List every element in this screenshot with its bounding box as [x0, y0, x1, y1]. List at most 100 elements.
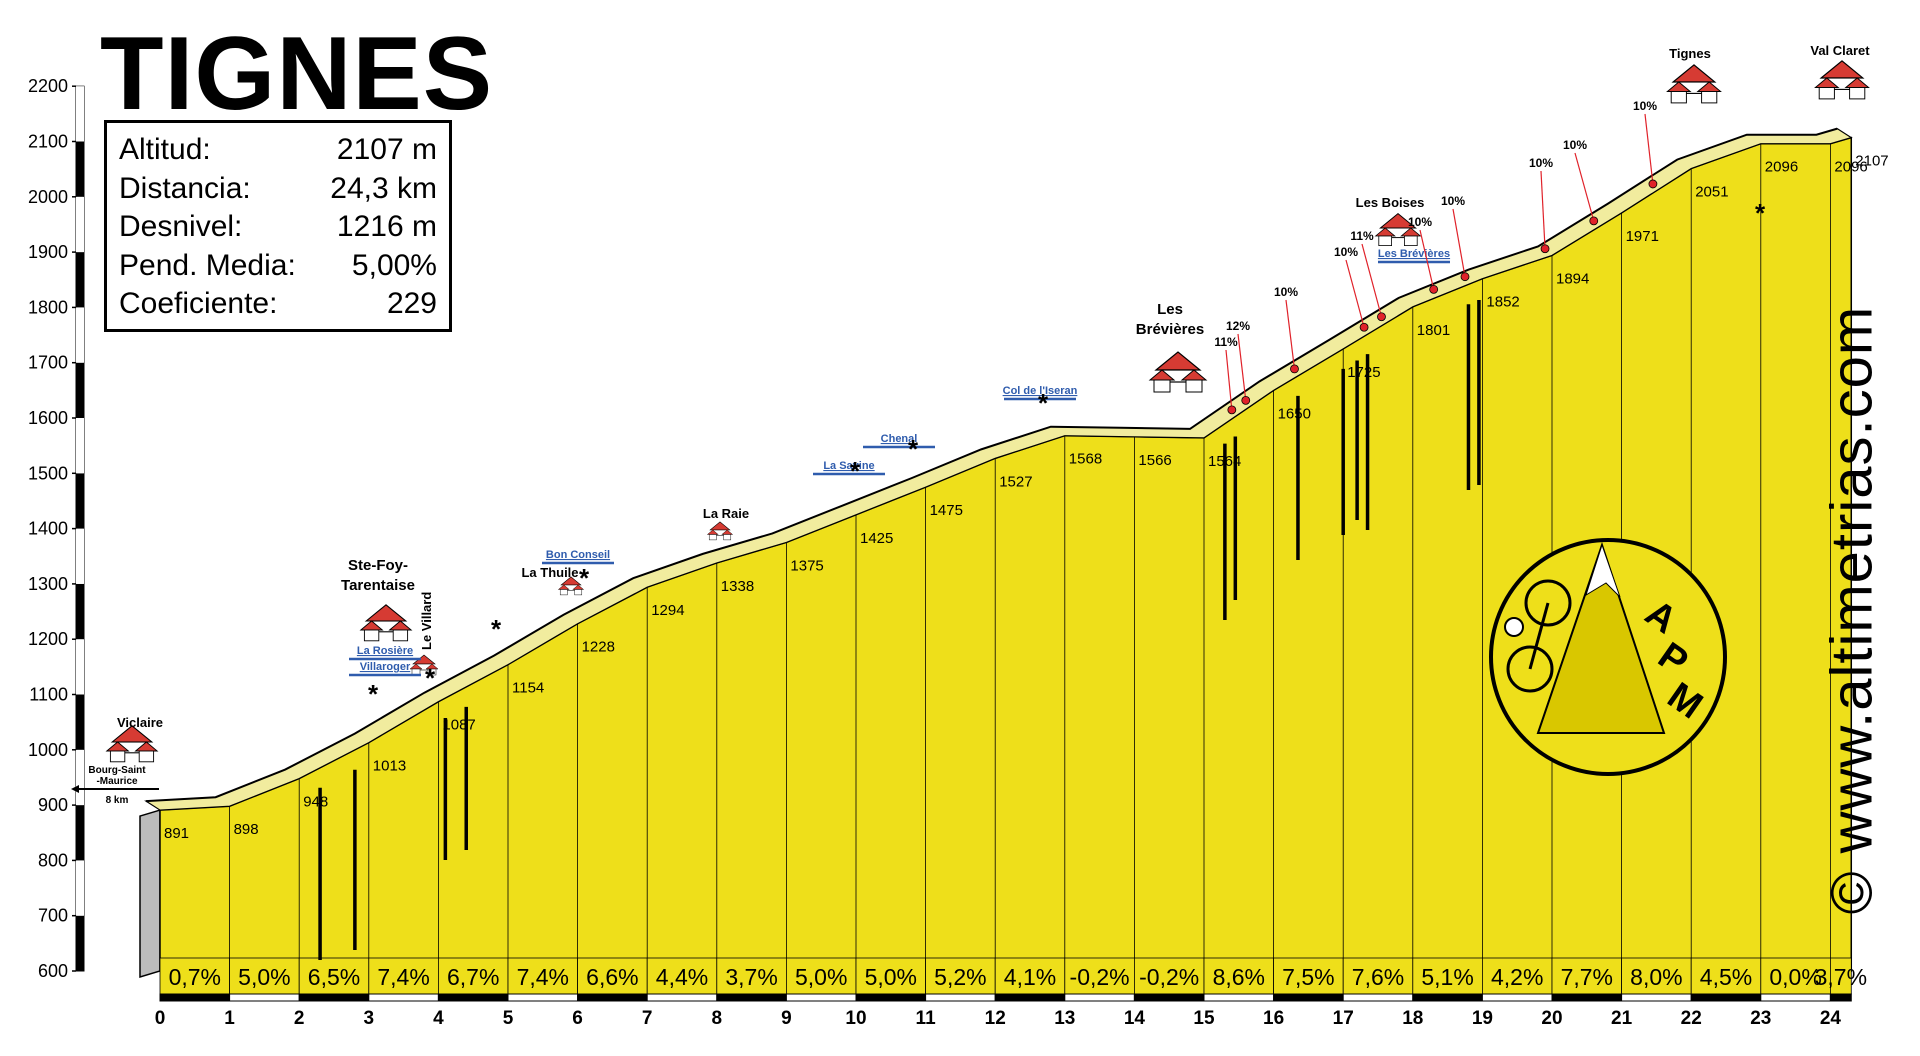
- altitude-label: 1375: [790, 557, 823, 574]
- y-tick-label: 900: [38, 795, 68, 815]
- x-tick-label: 4: [433, 1008, 444, 1029]
- stat-label: Altitud:: [119, 133, 211, 166]
- ramp-label: 11%: [1214, 335, 1238, 349]
- village-icon: [409, 654, 439, 676]
- gradient-cell: [159, 957, 230, 995]
- km-scale-segment: [577, 993, 648, 1002]
- gradient-label: 0,7%: [169, 964, 221, 990]
- gradient-cell: [994, 957, 1066, 995]
- stats-box: Altitud: 2107 m Distancia: 24,3 km Desni…: [104, 120, 452, 332]
- km-scale-segment: [716, 993, 787, 1002]
- km-scale-segment: [159, 993, 231, 1002]
- gradient-label: 5,1%: [1421, 964, 1473, 990]
- stat-value: 1216 m: [336, 210, 437, 243]
- altitude-label: 1527: [999, 473, 1032, 490]
- ramp-label: 10%: [1441, 194, 1465, 208]
- y-axis-segment: [76, 141, 84, 197]
- km-scale-segment: [1064, 993, 1135, 1002]
- gradient-label: 6,7%: [447, 964, 499, 990]
- x-tick-label: 15: [1193, 1008, 1215, 1029]
- stat-label: Pend. Media:: [119, 248, 296, 282]
- house-body: [392, 629, 409, 642]
- ramp-leader: [1574, 152, 1595, 222]
- y-axis-segment: [76, 196, 84, 253]
- gradient-label: 7,7%: [1561, 964, 1613, 990]
- road-label: Villaroger: [360, 661, 411, 673]
- ramp-marker: [1648, 179, 1658, 189]
- gradient-cell: [716, 957, 787, 995]
- house-body: [363, 629, 380, 642]
- ramp-leader: [1361, 243, 1383, 317]
- place-label: Les: [1157, 301, 1183, 318]
- ramp-leader: [1419, 229, 1435, 290]
- gradient-label: 7,6%: [1352, 964, 1404, 990]
- gradient-label: 4,2%: [1491, 964, 1543, 990]
- gradient-label: 8,6%: [1213, 964, 1265, 990]
- gradient-cell: [1064, 957, 1135, 995]
- altitude-label: 1801: [1417, 322, 1450, 339]
- y-tick-label: 1500: [28, 463, 68, 483]
- km-scale-segment: [1481, 993, 1553, 1002]
- ramp-leader: [1345, 259, 1365, 328]
- house-roof: [364, 604, 408, 622]
- house-body: [1378, 235, 1392, 247]
- x-tick-label: 22: [1681, 1008, 1702, 1029]
- stat-row-elevation-gain: Desnivel: 1216 m: [119, 208, 437, 247]
- km-scale-segment: [855, 993, 927, 1002]
- y-tick-label: 1700: [28, 353, 68, 373]
- stat-label: Coeficiente:: [119, 287, 278, 320]
- poi-star: *: [491, 614, 502, 644]
- altitude-label: 1566: [1138, 452, 1171, 469]
- gradient-label: 8,0%: [1630, 964, 1682, 990]
- km-scale-segment: [785, 993, 857, 1002]
- stat-row-distance: Distancia: 24,3 km: [119, 170, 437, 209]
- altitude-label: 1013: [373, 758, 406, 775]
- x-tick-label: 17: [1333, 1008, 1354, 1029]
- ramp-label: 10%: [1563, 138, 1587, 152]
- gradient-label: -0,2%: [1070, 964, 1130, 990]
- y-tick-label: 1000: [28, 740, 68, 760]
- y-axis-segment: [76, 528, 84, 584]
- y-axis-segment: [76, 860, 84, 916]
- altitude-label: 1475: [930, 502, 963, 519]
- village-icon: [1148, 351, 1208, 393]
- altitude-label: 1971: [1626, 228, 1659, 245]
- gradient-label: 5,0%: [865, 964, 917, 990]
- road-label: Chenal: [881, 433, 918, 445]
- house-roof: [1154, 351, 1202, 371]
- house-body: [1185, 379, 1203, 393]
- house-body: [1701, 91, 1718, 104]
- ramp-leader: [1644, 113, 1654, 184]
- y-tick-label: 1800: [28, 297, 68, 317]
- watermark-text: © www.altimetrias.com: [1819, 305, 1885, 915]
- gradient-label: 3,7%: [725, 964, 777, 990]
- ramp-leader: [1540, 170, 1546, 249]
- poi-star: *: [579, 563, 590, 593]
- y-tick-label: 2200: [28, 76, 68, 96]
- y-axis-segment: [76, 86, 84, 142]
- y-axis-segment: [76, 473, 84, 529]
- km-scale-segment: [1342, 993, 1414, 1002]
- x-tick-label: 23: [1750, 1008, 1771, 1029]
- km-scale-segment: [1551, 993, 1623, 1002]
- ramp-marker: [1460, 272, 1470, 282]
- altitude-label: 1154: [512, 680, 544, 697]
- village-icon: [1666, 64, 1722, 104]
- house-roof: [709, 521, 731, 531]
- gradient-cell: [1273, 957, 1344, 995]
- road-label: Les Brévières: [1378, 248, 1450, 260]
- road-label: Col de l'Iseran: [1003, 385, 1078, 397]
- ramp-marker: [1589, 216, 1599, 226]
- y-axis-segment: [76, 252, 84, 308]
- y-axis-segment: [76, 583, 84, 640]
- km-scale-segment: [646, 993, 718, 1002]
- ramp-leader: [1237, 333, 1247, 401]
- road-distance: 8 km: [106, 795, 129, 806]
- road-label: Bourg-Saint: [88, 765, 146, 776]
- stat-label: Desnivel:: [119, 210, 243, 243]
- altitude-label: 1228: [582, 639, 615, 656]
- altitude-label: 1087: [442, 717, 475, 734]
- logo-rider-head: [1504, 617, 1524, 637]
- km-scale-segment: [1760, 993, 1831, 1002]
